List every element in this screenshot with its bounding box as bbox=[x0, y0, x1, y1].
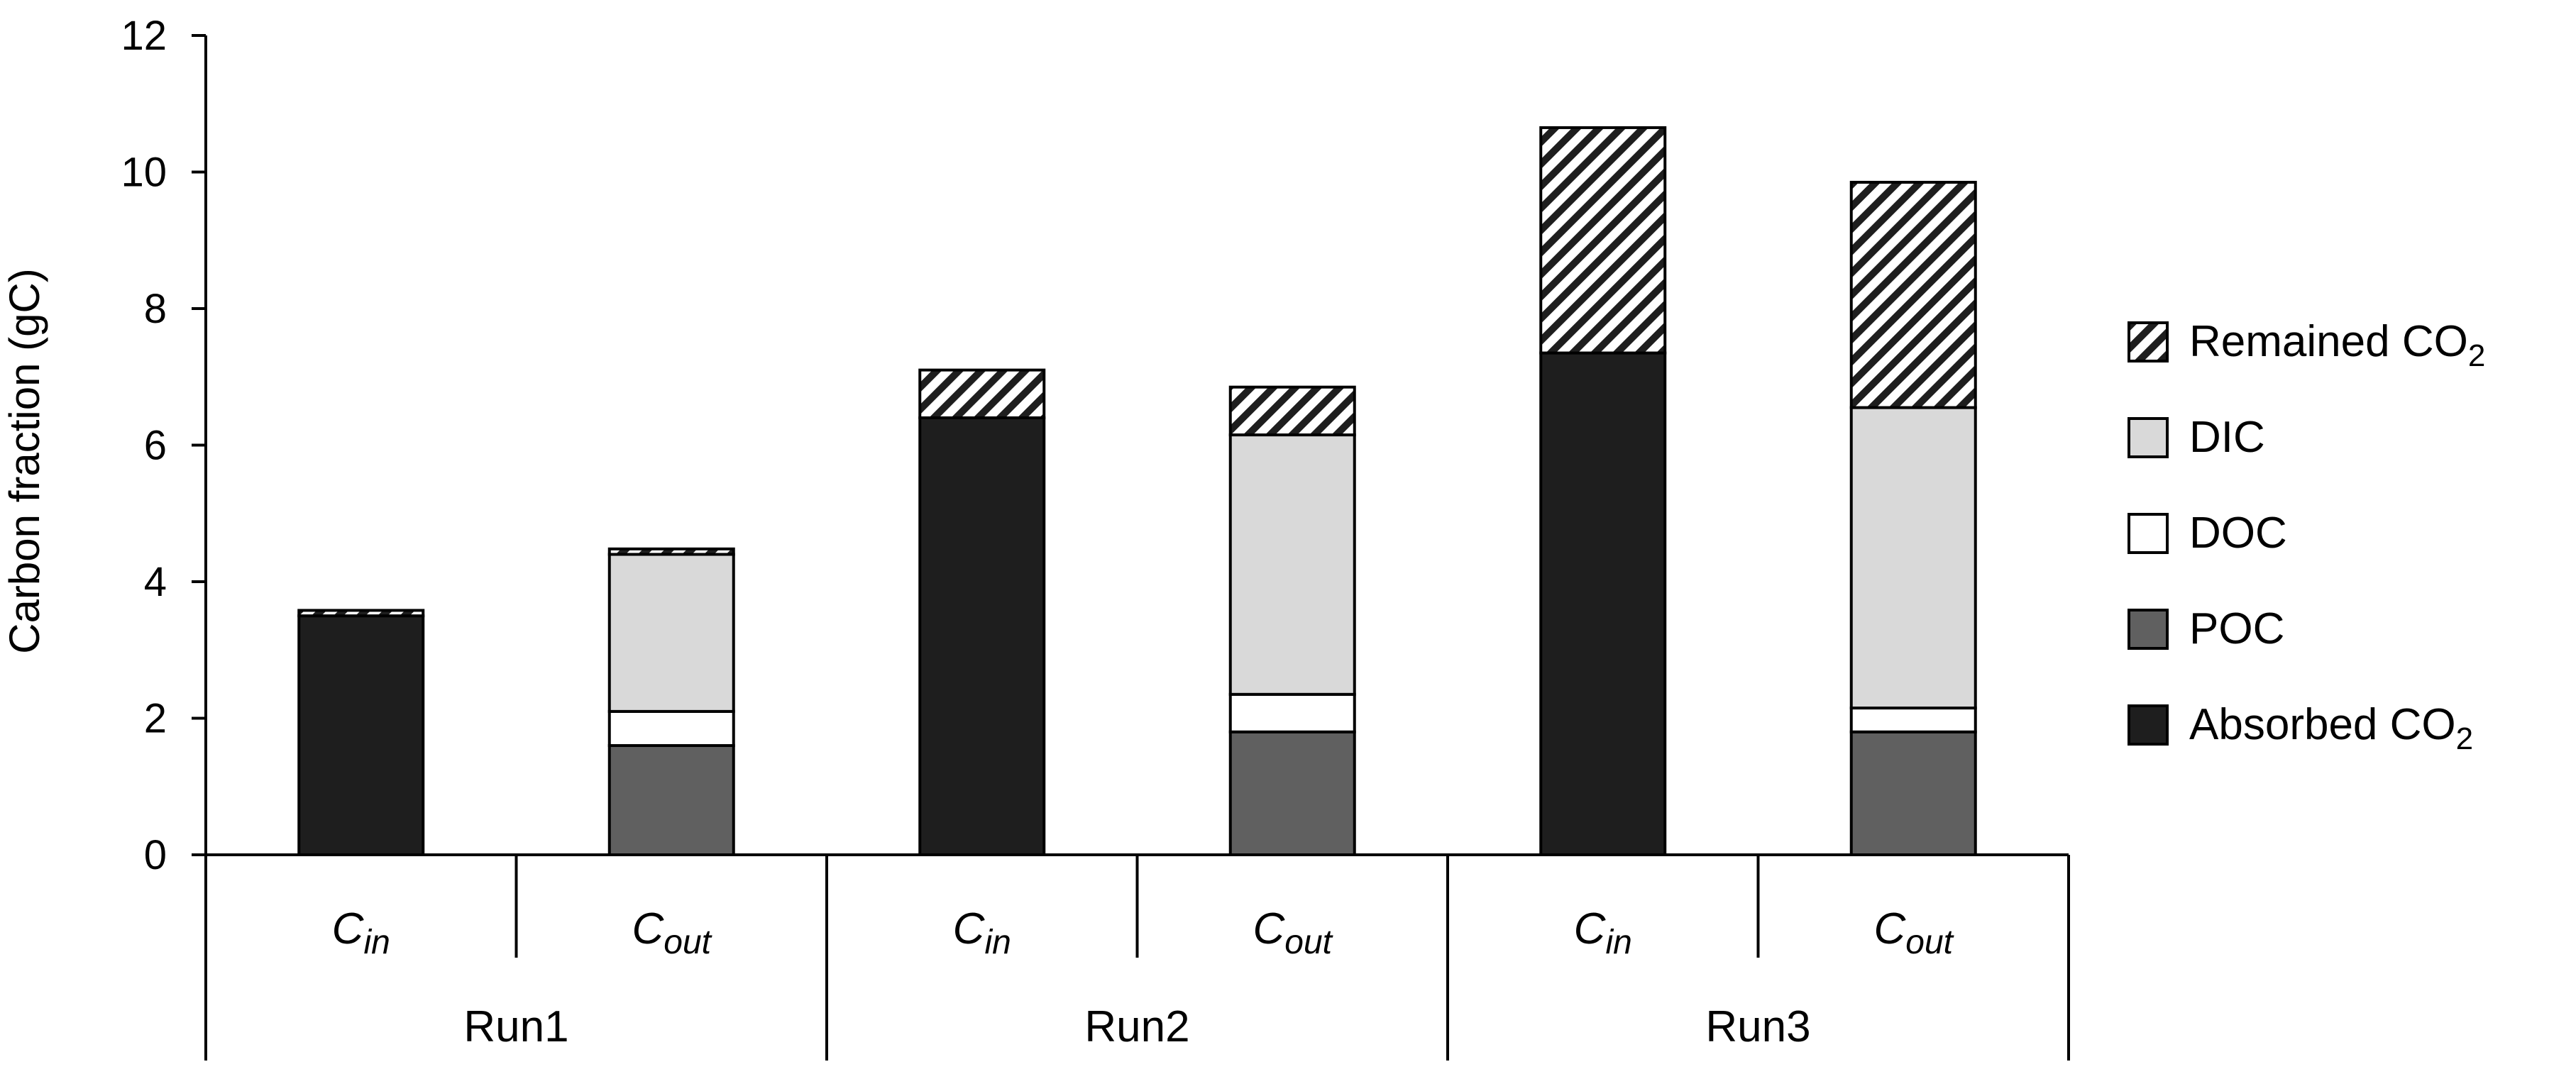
axes bbox=[204, 35, 2070, 1061]
group-label: Run3 bbox=[1705, 1002, 1810, 1051]
category-label: Cin bbox=[332, 904, 390, 961]
category-labels: Cin Cout Cin Cout Cin Cout bbox=[332, 904, 1954, 961]
legend-label: Absorbed CO2 bbox=[2189, 700, 2473, 756]
legend-swatch bbox=[2128, 513, 2169, 554]
bar-segment-dic bbox=[1228, 433, 1356, 696]
bar-segment-dic bbox=[607, 553, 735, 713]
y-tick-label: 4 bbox=[144, 559, 167, 605]
bar-segment-remained-co bbox=[1849, 180, 1977, 409]
legend-swatch bbox=[2128, 704, 2169, 746]
bar-segment-absorbed-co bbox=[297, 614, 425, 856]
category-label: Cin bbox=[1574, 904, 1632, 961]
bar-segment-dic bbox=[1849, 406, 1977, 710]
bar-segment-remained-co bbox=[607, 547, 735, 556]
legend-swatch bbox=[2128, 417, 2169, 458]
bars bbox=[297, 126, 1977, 856]
bar-segment-poc bbox=[607, 744, 735, 856]
bar-segment-doc bbox=[1849, 707, 1977, 733]
legend-swatch bbox=[2128, 321, 2169, 362]
legend: Remained CO2 DIC DOC POC Absorbed CO2 bbox=[2128, 317, 2485, 756]
bar-segment-remained-co bbox=[1539, 126, 1667, 355]
category-label: Cout bbox=[1873, 904, 1954, 961]
category-label: Cout bbox=[632, 904, 712, 961]
y-tick-label: 0 bbox=[144, 832, 167, 878]
bar-segment-remained-co bbox=[1228, 385, 1356, 437]
y-tick-label: 10 bbox=[121, 150, 167, 196]
group-label: Run2 bbox=[1084, 1002, 1189, 1051]
y-tick-label: 6 bbox=[144, 423, 167, 469]
group-labels: Run1 Run2 Run3 bbox=[463, 1002, 1810, 1051]
category-label: Cout bbox=[1253, 904, 1333, 961]
y-tick-label: 2 bbox=[144, 696, 167, 742]
legend-label: Remained CO2 bbox=[2189, 317, 2485, 373]
bar-segment-doc bbox=[1228, 692, 1356, 733]
y-axis-title: Carbon fraction (gC) bbox=[1, 268, 48, 654]
bar-segment-remained-co bbox=[297, 609, 425, 618]
y-tick-label: 12 bbox=[121, 13, 167, 59]
bar-segment-doc bbox=[607, 709, 735, 747]
y-tick-label: 8 bbox=[144, 286, 167, 332]
y-axis-ticks: 0 2 4 6 8 10 12 bbox=[121, 13, 206, 878]
bar-segment-remained-co bbox=[918, 368, 1046, 419]
group-label: Run1 bbox=[463, 1002, 568, 1051]
legend-swatch bbox=[2128, 609, 2169, 650]
category-label: Cin bbox=[953, 904, 1011, 961]
legend-label: POC bbox=[2189, 604, 2284, 653]
bar-segment-absorbed-co bbox=[1539, 351, 1667, 856]
bar-segment-absorbed-co bbox=[918, 416, 1046, 856]
legend-label: DIC bbox=[2189, 413, 2265, 462]
legend-label: DOC bbox=[2189, 509, 2287, 558]
bar-segment-poc bbox=[1849, 730, 1977, 856]
bar-segment-poc bbox=[1228, 730, 1356, 856]
